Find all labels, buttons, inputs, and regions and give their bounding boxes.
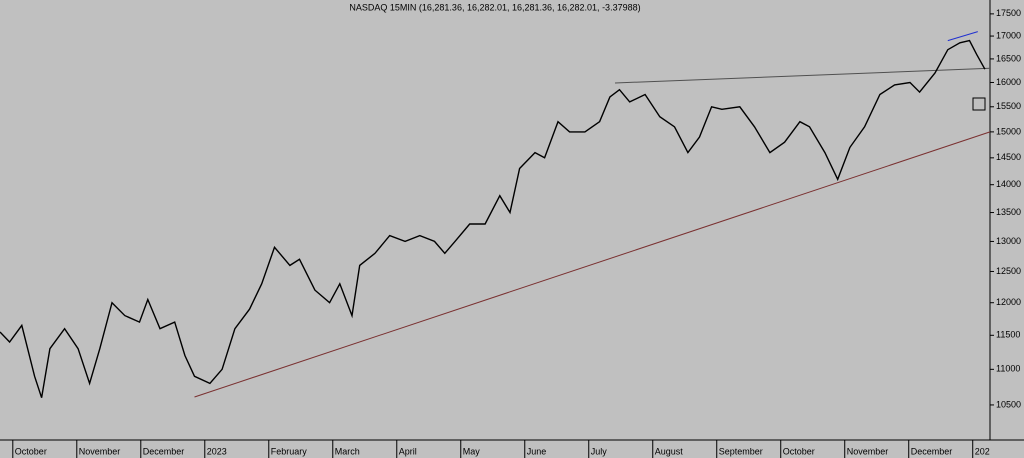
x-tick-label: November bbox=[79, 446, 121, 456]
x-tick-label: March bbox=[335, 446, 360, 456]
y-tick-label: 13000 bbox=[996, 236, 1021, 246]
x-tick-label: 202 bbox=[975, 446, 990, 456]
y-tick-label: 15000 bbox=[996, 126, 1021, 136]
x-tick-label: September bbox=[719, 446, 763, 456]
y-tick-label: 16500 bbox=[996, 53, 1021, 63]
trend-line bbox=[614, 67, 991, 84]
trend-line bbox=[947, 31, 978, 42]
x-tick-label: August bbox=[655, 446, 684, 456]
y-tick-label: 12000 bbox=[996, 297, 1021, 307]
x-tick-label: November bbox=[847, 446, 889, 456]
x-tick-label: June bbox=[527, 446, 547, 456]
x-tick-label: December bbox=[143, 446, 185, 456]
y-tick-label: 14500 bbox=[996, 152, 1021, 162]
y-tick-label: 10500 bbox=[996, 399, 1021, 409]
y-tick-label: 16000 bbox=[996, 77, 1021, 87]
x-tick-label: February bbox=[271, 446, 308, 456]
marker-box bbox=[972, 97, 986, 111]
x-tick-label: December bbox=[911, 446, 953, 456]
price-line bbox=[0, 39, 986, 398]
y-tick-label: 12500 bbox=[996, 266, 1021, 276]
y-tick-label: 17500 bbox=[996, 8, 1021, 18]
x-tick-label: July bbox=[591, 446, 608, 456]
y-tick-label: 14000 bbox=[996, 179, 1021, 189]
x-tick-label: May bbox=[463, 446, 481, 456]
chart-title: NASDAQ 15MIN (16,281.36, 16,282.01, 16,2… bbox=[349, 2, 640, 12]
y-tick-label: 15500 bbox=[996, 101, 1021, 111]
trend-line bbox=[194, 131, 991, 398]
x-tick-label: 2023 bbox=[207, 446, 227, 456]
y-tick-label: 11000 bbox=[996, 364, 1020, 374]
x-tick-label: October bbox=[783, 446, 815, 456]
y-tick-label: 13500 bbox=[996, 207, 1021, 217]
y-tick-label: 17000 bbox=[996, 30, 1021, 40]
y-tick-label: 11500 bbox=[996, 330, 1020, 340]
x-tick-label: April bbox=[399, 446, 417, 456]
x-tick-label: October bbox=[15, 446, 47, 456]
